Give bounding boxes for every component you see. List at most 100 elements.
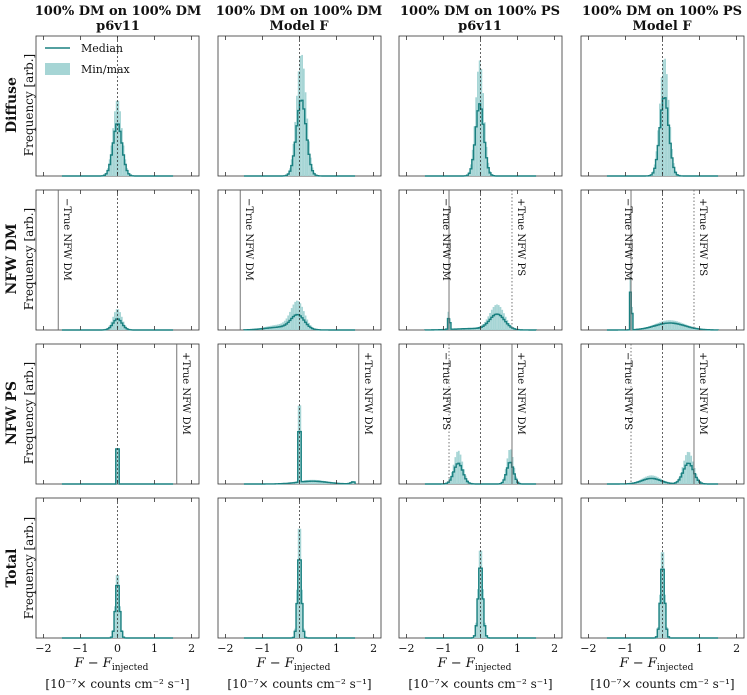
minmax-band-bar — [297, 528, 300, 638]
x-tick-label: 2 — [733, 642, 740, 655]
minmax-band-bar — [641, 478, 644, 484]
panel-r4-c2: −2 −1 0 1 2 — [217, 497, 382, 655]
panel-r4-c3: −2 −1 0 1 2 — [398, 497, 563, 655]
x-tick-label: −2 — [35, 642, 51, 655]
minmax-band-bar — [510, 449, 512, 484]
panel-r2-c1: −True NFW DM — [35, 189, 200, 331]
minmax-band-bar — [449, 477, 451, 484]
minmax-band-bar — [302, 68, 305, 176]
minmax-band-bar — [290, 159, 293, 176]
x-tick-label: −1 — [254, 642, 270, 655]
minmax-band-bar — [487, 316, 490, 330]
minmax-band-bar — [114, 606, 116, 638]
minmax-band-bar — [652, 324, 654, 330]
minmax-band-bar — [299, 55, 302, 176]
minmax-band-bar — [301, 54, 303, 177]
minmax-band-bar — [672, 320, 675, 330]
minmax-band-bar — [115, 448, 118, 484]
minmax-band-bar — [304, 92, 307, 176]
minmax-band-bar — [645, 476, 647, 484]
minmax-band-bar — [629, 276, 632, 330]
minmax-band-bar — [660, 321, 663, 330]
minmax-band-bar — [631, 306, 633, 330]
column-subtitle-4: Model F — [632, 19, 692, 34]
legend-minmax-label: Min/max — [81, 63, 131, 76]
minmax-band-bar — [115, 100, 118, 176]
minmax-band-bar — [311, 479, 314, 484]
median-step-line — [243, 430, 356, 485]
minmax-band-bar — [669, 127, 672, 176]
minmax-band-bar — [688, 452, 691, 484]
minmax-band-bar — [504, 316, 507, 330]
minmax-band-bar — [657, 627, 660, 638]
column-title-4: 100% DM on 100% PS — [582, 4, 742, 19]
minmax-band-bar — [294, 121, 297, 176]
minmax-band-bar — [299, 405, 302, 484]
panel-r4-c4: −2 −1 0 1 2 — [580, 497, 745, 655]
minmax-band-bar — [482, 589, 484, 638]
minmax-band-bar — [494, 305, 497, 330]
minmax-band-bar — [685, 324, 687, 330]
minmax-band-bar — [653, 324, 656, 330]
minmax-band-bar — [297, 71, 300, 176]
median-step-line — [61, 584, 174, 639]
minmax-band-bar — [686, 451, 689, 484]
minmax-band-bar — [508, 450, 511, 484]
minmax-band-bar — [112, 629, 115, 638]
minmax-band-bar — [678, 321, 680, 330]
minmax-band-bar — [475, 97, 478, 176]
minmax-band-bar — [659, 478, 661, 484]
minmax-band-bar — [664, 320, 666, 330]
truth-line-label: −True NFW DM — [61, 198, 72, 281]
minmax-band-bar — [463, 469, 465, 484]
minmax-band-bar — [660, 552, 663, 638]
minmax-band-bar — [119, 606, 121, 638]
minmax-band-bar — [692, 461, 694, 484]
minmax-band-bar — [646, 475, 649, 484]
truth-line-label: −True NFW DM — [622, 198, 633, 281]
minmax-band-bar — [296, 300, 298, 330]
x-axis-label-1: F − Finjected — [74, 656, 149, 673]
x-tick-label: 0 — [477, 642, 484, 655]
minmax-band-bar — [461, 461, 464, 484]
minmax-band-bar — [674, 170, 677, 176]
minmax-band-bar — [497, 305, 500, 330]
minmax-band-bar — [470, 164, 472, 176]
x-axis-label-3: F − Finjected — [437, 656, 512, 673]
minmax-band-bar — [657, 322, 660, 330]
minmax-band-bar — [478, 550, 481, 638]
minmax-band-bar — [667, 320, 670, 330]
minmax-band-bar — [648, 475, 651, 484]
truth-line-label: −True NFW PS — [440, 352, 451, 430]
minmax-band-bar — [477, 589, 479, 638]
minmax-band-bar — [120, 629, 123, 638]
panel-r3-c2: +True NFW DM — [217, 343, 382, 485]
minmax-band-bar — [117, 100, 120, 176]
panel-r3-c3: −True NFW PS +True NFW DM — [398, 343, 563, 485]
minmax-band-bar — [482, 323, 484, 330]
panel-r2-c4: −True NFW DM +True NFW PS — [580, 189, 745, 331]
panel-r4-c1: −2 −1 0 1 2 — [35, 497, 200, 655]
x-axis-labels: F − Finjected [10⁻⁷× counts cm⁻² s⁻¹] F − … — [45, 656, 734, 691]
minmax-band-bar — [126, 168, 128, 176]
minmax-band-bar — [471, 149, 474, 176]
truth-line-label: +True NFW PS — [515, 198, 526, 276]
minmax-band-bar — [662, 321, 665, 330]
minmax-band-bar — [297, 301, 300, 330]
minmax-band-bar — [480, 550, 483, 638]
minmax-band-bar — [487, 162, 490, 176]
minmax-band-bar — [660, 77, 663, 176]
minmax-band-bar — [306, 118, 309, 176]
median-step-line — [243, 313, 356, 331]
minmax-band-bar — [683, 323, 686, 330]
minmax-band-bar — [650, 475, 653, 484]
x-tick-label: 2 — [551, 642, 558, 655]
median-step-line — [606, 291, 719, 331]
x-tick-label: 1 — [333, 642, 340, 655]
row-ylabel-4: Frequency [arb.] — [22, 517, 36, 619]
minmax-band-bar — [299, 303, 302, 330]
panel-grid: −True NFW DM −True NFW DM −True NFW DM +Tru… — [35, 35, 745, 655]
minmax-band-bar — [492, 306, 495, 330]
minmax-band-bar — [483, 122, 486, 176]
